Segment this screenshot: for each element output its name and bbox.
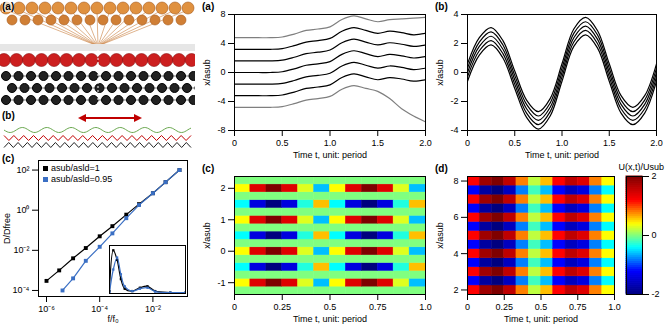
svg-text:10⁻⁴: 10⁻⁴ xyxy=(91,304,108,314)
svg-text:-1: -1 xyxy=(217,278,225,288)
svg-text:10⁻⁴: 10⁻⁴ xyxy=(13,285,30,295)
svg-text:0.5: 0.5 xyxy=(324,302,337,312)
svg-text:x/asub: x/asub xyxy=(435,222,445,249)
svg-text:0: 0 xyxy=(232,138,237,148)
html-text:asub/asld=1: asub/asld=1 xyxy=(51,163,100,173)
svg-text:0: 0 xyxy=(465,138,470,148)
svg-text:0.5: 0.5 xyxy=(276,138,289,148)
svg-text:2: 2 xyxy=(453,285,458,295)
svg-text:-4: -4 xyxy=(450,125,458,135)
svg-text:4: 4 xyxy=(220,38,225,48)
svg-text:-2: -2 xyxy=(652,289,660,299)
svg-text:2.0: 2.0 xyxy=(419,138,432,148)
svg-text:x/asub: x/asub xyxy=(202,59,212,86)
svg-text:0: 0 xyxy=(453,67,458,77)
svg-text:0.75: 0.75 xyxy=(569,302,587,312)
svg-text:x/asub: x/asub xyxy=(202,222,212,249)
svg-text:2: 2 xyxy=(652,171,657,181)
svg-text:6: 6 xyxy=(453,212,458,222)
svg-text:0: 0 xyxy=(220,246,225,256)
svg-text:4: 4 xyxy=(453,249,458,259)
svg-text:10⁻²: 10⁻² xyxy=(13,245,29,255)
svg-text:Time t, unit: period: Time t, unit: period xyxy=(525,150,599,160)
svg-text:-4: -4 xyxy=(217,96,225,106)
svg-text:0.75: 0.75 xyxy=(369,302,387,312)
svg-text:10⁻²: 10⁻² xyxy=(145,304,161,314)
html-text:(c): (c) xyxy=(2,153,15,164)
svg-text:2: 2 xyxy=(453,38,458,48)
svg-text:10²: 10² xyxy=(16,165,29,175)
svg-text:10⁰: 10⁰ xyxy=(16,205,29,215)
svg-text:2: 2 xyxy=(220,183,225,193)
html-text:(a): (a) xyxy=(202,1,215,12)
svg-text:1.5: 1.5 xyxy=(603,138,616,148)
svg-text:x/asub: x/asub xyxy=(435,59,445,86)
html-text:asub/asld=0.95: asub/asld=0.95 xyxy=(51,174,113,184)
svg-text:1.0: 1.0 xyxy=(324,138,337,148)
svg-text:-8: -8 xyxy=(217,125,225,135)
svg-text:4: 4 xyxy=(453,9,458,19)
svg-text:8: 8 xyxy=(453,176,458,186)
svg-text:0.5: 0.5 xyxy=(535,302,548,312)
svg-text:1: 1 xyxy=(220,215,225,225)
svg-text:0.5: 0.5 xyxy=(508,138,521,148)
svg-text:8: 8 xyxy=(220,9,225,19)
html-text:(d): (d) xyxy=(435,163,448,174)
svg-text:0: 0 xyxy=(220,67,225,77)
html-text:(b): (b) xyxy=(435,1,448,12)
svg-text:0.25: 0.25 xyxy=(273,302,291,312)
svg-text:Time t, unit: period: Time t, unit: period xyxy=(504,314,578,324)
svg-text:2.0: 2.0 xyxy=(650,138,663,148)
svg-text:1.0: 1.0 xyxy=(419,302,432,312)
html-text:(b): (b) xyxy=(2,110,15,121)
svg-text:0: 0 xyxy=(232,302,237,312)
html-text:(c): (c) xyxy=(202,163,215,174)
svg-text:f/f₀: f/f₀ xyxy=(107,314,119,324)
svg-text:10⁻⁶: 10⁻⁶ xyxy=(38,304,55,314)
svg-text:1.0: 1.0 xyxy=(608,302,621,312)
svg-text:0.25: 0.25 xyxy=(495,302,513,312)
svg-text:D/Dfree: D/Dfree xyxy=(2,213,12,244)
svg-text:1.5: 1.5 xyxy=(371,138,384,148)
svg-text:Time t, unit: period: Time t, unit: period xyxy=(293,150,367,160)
svg-text:-2: -2 xyxy=(450,96,458,106)
html-text:U(x,t)/Usub: U(x,t)/Usub xyxy=(618,162,664,172)
svg-text:Time t, unit: period: Time t, unit: period xyxy=(293,314,367,324)
svg-text:0: 0 xyxy=(465,302,470,312)
html-text:(a): (a) xyxy=(2,1,15,12)
svg-text:0: 0 xyxy=(652,230,657,240)
svg-text:1.0: 1.0 xyxy=(556,138,569,148)
